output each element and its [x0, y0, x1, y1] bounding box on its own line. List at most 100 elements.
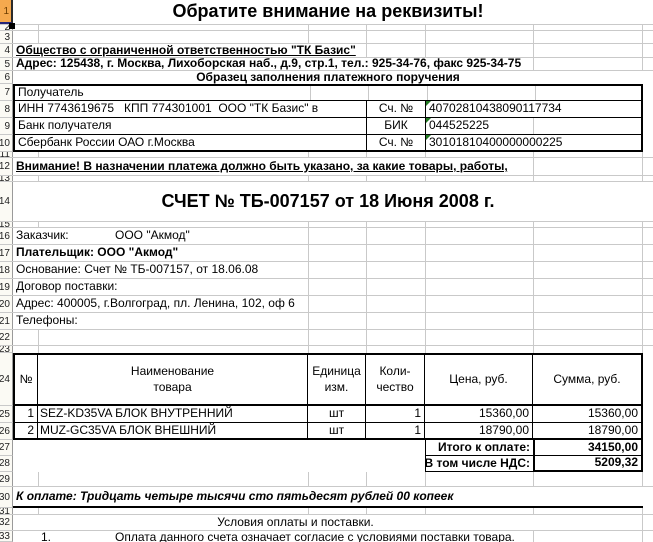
vat-label-cell[interactable]: В том числе НДС:	[425, 456, 533, 472]
row-24: 24 № Наименование товара Единица изм. Ко…	[0, 353, 653, 406]
recipient-cell[interactable]: Получатель	[13, 84, 643, 101]
row-header-21[interactable]: 21	[0, 313, 13, 329]
company-address[interactable]: Адрес: 125438, г. Москва, Лихоборская на…	[13, 57, 525, 70]
row-25: 25 1 SEZ-KD35VA БЛОК ВНУТРЕННИЙ шт 1 153…	[0, 406, 653, 423]
bank-name-cell[interactable]: Сбербанк России ОАО г.Москва	[13, 135, 366, 152]
row-header-23[interactable]: 23	[0, 346, 13, 353]
terms-caption[interactable]: Условия оплаты и поставки.	[13, 515, 578, 530]
item-price[interactable]: 15360,00	[425, 406, 533, 423]
vat-value-cell[interactable]: 5209,32	[533, 456, 643, 472]
terms-item-number[interactable]: 1.	[38, 530, 55, 542]
row-header-31[interactable]: 31	[0, 508, 13, 514]
payer-line[interactable]: Плательщик: ООО "Акмод"	[13, 245, 182, 261]
company-name[interactable]: Общество с ограниченной ответственностью…	[13, 43, 359, 57]
row-header-6[interactable]: 6	[0, 71, 13, 84]
row-header-9[interactable]: 9	[0, 118, 13, 135]
total-label-cell[interactable]: Итого к оплате:	[425, 440, 533, 456]
terms-item-text[interactable]: Оплата данного счета означает согласие с…	[112, 530, 518, 542]
gridline	[368, 86, 369, 100]
row-header-20[interactable]: 20	[0, 296, 13, 312]
bik-label-cell[interactable]: БИК	[366, 118, 425, 135]
item-sum[interactable]: 18790,00	[533, 423, 643, 440]
payee-inn-cell[interactable]: ИНН 7743619675 КПП 774301001 ООО "ТК Баз…	[13, 101, 366, 118]
item-qty[interactable]: 1	[366, 423, 425, 440]
account-number-2: 30101810400000000225	[429, 134, 563, 149]
row-header-10[interactable]: 10	[0, 135, 13, 152]
goods-header-num[interactable]: №	[13, 353, 38, 406]
row-header-32[interactable]: 32	[0, 515, 13, 530]
row-header-16[interactable]: 16	[0, 228, 13, 244]
row-header-30[interactable]: 30	[0, 487, 13, 508]
row-header-19[interactable]: 19	[0, 279, 13, 295]
row-header-24[interactable]: 24	[0, 353, 13, 406]
customer-label[interactable]: Заказчик:	[13, 228, 72, 244]
basis-line[interactable]: Основание: Счет № ТБ-007157, от 18.06.08	[13, 262, 262, 278]
row-13: 13	[0, 176, 653, 182]
row-header-28[interactable]: 28	[0, 456, 13, 472]
recipient-label: Получатель	[18, 85, 84, 100]
row-4: 4 Общество с ограниченной ответственност…	[0, 43, 653, 58]
row-header-12[interactable]: 12	[0, 158, 13, 175]
goods-header-name[interactable]: Наименование товара	[38, 353, 308, 406]
row-header-1-selected[interactable]: 1	[0, 0, 13, 24]
contract-line[interactable]: Договор поставки:	[13, 279, 121, 295]
gridline	[533, 118, 534, 134]
account-label-cell[interactable]: Сч. №	[366, 101, 425, 118]
payer-address-line[interactable]: Адрес: 400005, г.Волгоград, пл. Ленина, …	[13, 296, 298, 312]
row-6: 6 Образец заполнения платежного поручени…	[0, 70, 653, 84]
error-triangle-icon	[426, 118, 431, 123]
item-name[interactable]: SEZ-KD35VA БЛОК ВНУТРЕННИЙ	[38, 406, 308, 423]
row-header-5[interactable]: 5	[0, 58, 13, 70]
row-21: 21 Телефоны:	[0, 313, 653, 330]
phones-line[interactable]: Телефоны:	[13, 313, 81, 329]
row-header-29[interactable]: 29	[0, 472, 13, 486]
row-header-22[interactable]: 22	[0, 330, 13, 345]
attention-title[interactable]: Обратите внимание на реквизиты!	[13, 0, 643, 24]
item-unit[interactable]: шт	[308, 406, 366, 423]
item-num[interactable]: 1	[13, 406, 38, 423]
row-header-7[interactable]: 7	[0, 84, 13, 101]
goods-header-sum[interactable]: Сумма, руб.	[533, 353, 643, 406]
payment-notice[interactable]: Внимание! В назначении платежа должно бы…	[13, 158, 511, 175]
row-header-18[interactable]: 18	[0, 262, 13, 278]
row-header-3[interactable]: 3	[0, 31, 13, 43]
item-qty[interactable]: 1	[366, 406, 425, 423]
goods-header-price[interactable]: Цена, руб.	[425, 353, 533, 406]
empty-cell[interactable]	[533, 118, 643, 135]
row-header-26[interactable]: 26	[0, 423, 13, 440]
item-price[interactable]: 18790,00	[425, 423, 533, 440]
row-7: 7 Получатель	[0, 84, 653, 101]
row-22: 22	[0, 330, 653, 346]
row-12: 12 Внимание! В назначении платежа должно…	[0, 158, 653, 176]
customer-value[interactable]: ООО "Акмод"	[112, 228, 193, 244]
row-header-25[interactable]: 25	[0, 406, 13, 423]
invoice-title[interactable]: СЧЕТ № ТБ-007157 от 18 Июня 2008 г.	[13, 182, 643, 221]
row-header-27[interactable]: 27	[0, 440, 13, 456]
row-header-33[interactable]: 33	[0, 531, 13, 542]
row-header-11[interactable]: 11	[0, 152, 13, 157]
goods-header-qty[interactable]: Коли- чество	[366, 353, 425, 406]
item-unit[interactable]: шт	[308, 423, 366, 440]
bank-label-cell[interactable]: Банк получателя	[13, 118, 366, 135]
row-header-15[interactable]: 15	[0, 222, 13, 227]
account-label-cell-2[interactable]: Сч. №	[366, 135, 425, 152]
item-name[interactable]: MUZ-GC35VA БЛОК ВНЕШНИЙ	[38, 423, 308, 440]
row-header-4[interactable]: 4	[0, 44, 13, 57]
account-number-cell[interactable]: 40702810438090117734	[425, 101, 643, 118]
row-header-13[interactable]: 13	[0, 176, 13, 181]
payment-sample-caption[interactable]: Образец заполнения платежного поручения	[13, 70, 643, 84]
corr-account-cell[interactable]: 30101810400000000225	[425, 135, 643, 152]
row-header-17[interactable]: 17	[0, 245, 13, 261]
selection-fill-handle[interactable]	[9, 23, 15, 29]
amount-in-words[interactable]: К оплате: Тридцать четыре тысячи сто пят…	[13, 487, 643, 508]
goods-header-unit[interactable]: Единица изм.	[308, 353, 366, 406]
item-sum[interactable]: 15360,00	[533, 406, 643, 423]
bik-value-cell[interactable]: 044525225	[425, 118, 533, 135]
error-triangle-icon	[426, 135, 431, 140]
row-19: 19 Договор поставки:	[0, 279, 653, 296]
total-value-cell[interactable]: 34150,00	[533, 440, 643, 456]
item-num[interactable]: 2	[13, 423, 38, 440]
row-header-8[interactable]: 8	[0, 101, 13, 118]
row-10: 10 Сбербанк России ОАО г.Москва Сч. № 30…	[0, 135, 653, 152]
row-header-14[interactable]: 14	[0, 182, 13, 221]
